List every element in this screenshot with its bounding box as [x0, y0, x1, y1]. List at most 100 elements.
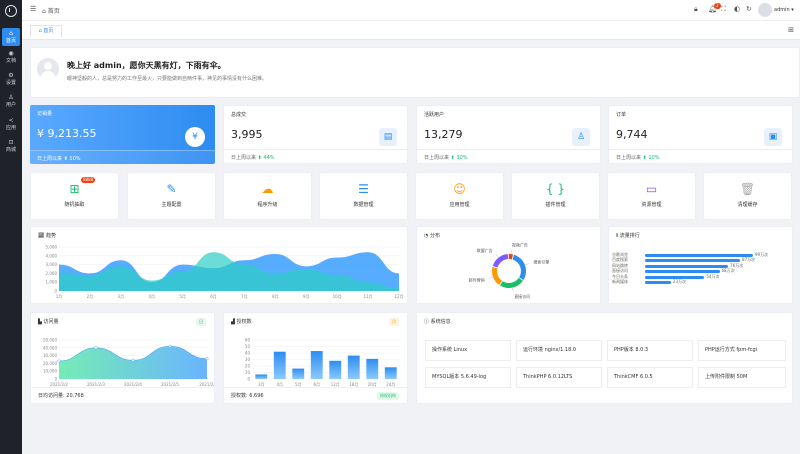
- avatar[interactable]: [758, 3, 772, 17]
- welcome-card: 晚上好 admin，愿你天黑有灯，下雨有伞。 眼神坚毅的人，总是努力的工作至最火…: [30, 47, 800, 98]
- y-tick-label: 0: [54, 377, 57, 382]
- document-icon: ◉: [8, 50, 14, 57]
- bar: [384, 367, 397, 379]
- grid-icon: ⊞: [69, 182, 80, 196]
- ranking-value: 23万次: [672, 279, 686, 284]
- ranking-bar: [645, 270, 720, 274]
- system-info-item: PHP运行方式 fpm-fcgi: [698, 340, 786, 361]
- ranking-bar: [645, 259, 741, 263]
- sidebar-item-docs[interactable]: ◉ 文档: [2, 48, 20, 66]
- tab-home[interactable]: ⌂ 首页: [30, 25, 62, 37]
- x-tick-label: 10月: [333, 294, 342, 299]
- x-tick-label: 8月: [272, 294, 279, 299]
- bar: [366, 358, 379, 379]
- x-tick-label: 2021/2/4: [124, 382, 142, 387]
- lock-icon[interactable]: 🔒︎: [694, 5, 698, 13]
- quick-program-upgrade[interactable]: ☁ 程序升级: [223, 172, 312, 220]
- auth-action-button[interactable]: 授权机构: [377, 392, 399, 400]
- quick-theme-config[interactable]: ✎ 主题配置: [127, 172, 216, 220]
- x-tick-label: 6月: [210, 294, 217, 299]
- card-title: ⫴ 流量排行: [616, 233, 640, 239]
- slice-label: 邮件营销: [469, 277, 485, 283]
- archive-icon: ▭: [645, 182, 658, 196]
- period-badge[interactable]: 月: [389, 318, 399, 326]
- slice-label: 直接访问: [514, 293, 530, 299]
- ranking-label: 直接访问: [612, 268, 628, 274]
- bar: [329, 360, 342, 379]
- slice-label: 视频广告: [512, 242, 528, 248]
- data-point: [205, 357, 209, 361]
- notification-badge: 2: [714, 3, 721, 9]
- quick-resource-management[interactable]: ▭ 资源管理: [607, 172, 696, 220]
- data-point: [57, 359, 61, 363]
- sidebar-item-users[interactable]: ♙ 用户: [2, 92, 20, 110]
- sidebar-item-shop[interactable]: ⊡ 商城: [2, 137, 20, 155]
- stat-card-active-users: 活跃用户 13,279 ♙ 日上周以来 ⬆ 30%: [416, 105, 601, 164]
- trash-icon: 🗑︎: [739, 182, 756, 196]
- x-tick-label: 2021/2/: [199, 382, 214, 387]
- pie-slice: [512, 254, 526, 280]
- ranking-bar: [645, 264, 729, 268]
- bar: [347, 355, 360, 379]
- tab-menu-icon[interactable]: ⊞: [788, 26, 794, 34]
- x-tick-label: 2021/2/3: [87, 382, 105, 387]
- user-icon: ♙: [8, 94, 14, 101]
- ranking-icon: ⫴: [616, 233, 619, 239]
- card-title: 📈︎ 趋势: [38, 233, 56, 239]
- quick-plugin-management[interactable]: { } 插件管理: [511, 172, 600, 220]
- stat-card-orders: 订单 9,744 ▣ 日上周以来 ⬆ 10%: [608, 105, 793, 164]
- stat-card-sales: 访销量 ¥ 9,213.55 ¥ 日上周以来 ⬆ 10%: [30, 105, 215, 164]
- database-icon: ☰: [358, 182, 369, 196]
- x-tick-label: 2月: [87, 294, 94, 299]
- y-tick-label: 40: [245, 351, 251, 356]
- series-area: [59, 252, 399, 291]
- x-tick-label: 12月: [394, 294, 403, 299]
- x-tick-label: 9月: [303, 294, 310, 299]
- card-title: ▙ 访问量: [38, 319, 59, 325]
- collapse-menu-icon[interactable]: ☰: [30, 5, 37, 13]
- x-tick-label: 4月: [276, 382, 283, 387]
- card-title: ⓘ 系统信息: [424, 319, 451, 325]
- sidebar-item-apps[interactable]: ≺ 应用: [2, 115, 20, 133]
- quick-data-management[interactable]: ☰ 数据管理: [319, 172, 408, 220]
- quick-random-extract[interactable]: ⊞ 8888 随机抽取: [30, 172, 119, 220]
- refresh-icon[interactable]: ↻: [746, 5, 752, 13]
- brush-icon: ✎: [166, 182, 177, 196]
- theme-icon[interactable]: ◐: [734, 5, 741, 13]
- bar: [310, 351, 323, 379]
- pie-slice: [500, 277, 523, 288]
- bell-icon[interactable]: 🔔︎: [708, 5, 717, 13]
- user-search-icon: ♙: [572, 128, 590, 146]
- y-tick-label: 1,000: [46, 280, 58, 285]
- sidebar-item-home[interactable]: ⌂ 首页: [2, 28, 20, 46]
- x-tick-label: 1月: [56, 294, 63, 299]
- stat-value: ¥ 9,213.55: [37, 127, 97, 140]
- breadcrumb[interactable]: ⌂ 首页: [42, 8, 60, 15]
- quick-app-management[interactable]: ☺ 应用管理: [415, 172, 504, 220]
- bar: [292, 368, 305, 379]
- ranking-value: 76万次: [730, 262, 744, 268]
- ranking-label: 百度搜索: [612, 257, 628, 263]
- home-icon: ⌂: [42, 8, 46, 15]
- pie-slice: [492, 266, 503, 285]
- quick-clear-cache[interactable]: 🗑︎ 清理缓存: [703, 172, 792, 220]
- fullscreen-icon[interactable]: ⛶: [721, 5, 726, 13]
- y-tick-label: 10: [245, 370, 251, 375]
- ranking-value: 87万次: [742, 257, 756, 263]
- stat-value: 3,995: [231, 128, 263, 141]
- x-tick-label: 3月: [258, 382, 265, 387]
- info-icon: ⓘ: [424, 319, 430, 325]
- sidebar: ⌂ 首页 ◉ 文档 ⚙ 设置 ♙ 用户 ≺ 应用 ⊡ 商城: [0, 0, 22, 454]
- label-line: [495, 254, 499, 258]
- period-badge[interactable]: 日: [196, 318, 206, 326]
- sidebar-item-settings[interactable]: ⚙ 设置: [2, 70, 20, 88]
- user-menu[interactable]: admin ▾: [774, 7, 794, 13]
- gear-icon: ⚙: [8, 72, 14, 79]
- system-info-item: ThinkCMF 6.0.5: [607, 367, 693, 388]
- braces-icon: { }: [545, 182, 566, 196]
- x-tick-label: 5月: [179, 294, 186, 299]
- y-tick-label: 10,000: [43, 369, 57, 374]
- x-tick-label: 3月: [118, 294, 125, 299]
- visits-foot: 日均访问量: 20,768: [31, 387, 214, 403]
